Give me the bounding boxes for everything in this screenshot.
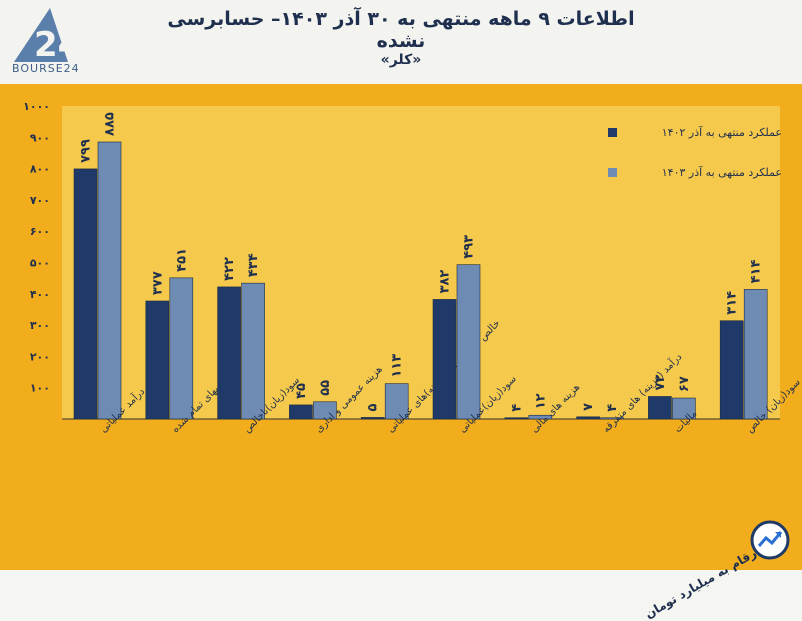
- bar-1403: [241, 282, 265, 420]
- header: 24 BOURSE24 اطلاعات ۹ ماهه منتهی به ۳۰ آ…: [0, 0, 802, 84]
- chart-panel: ۱۰۰ ۲۰۰ ۳۰۰ ۴۰۰ ۵۰۰ ۶۰۰ ۷۰۰ ۸۰۰ ۹۰۰ ۱۰۰۰ ۷۹۹ ۸۸۵ درآ…: [0, 84, 802, 621]
- y-tick-label: ۱۰۰: [30, 382, 50, 395]
- data-label: ۷۲: [653, 375, 668, 391]
- bar-1403: [384, 383, 409, 420]
- y-tick-label: ۷۰۰: [30, 194, 50, 207]
- bar-1403: [743, 289, 768, 420]
- data-label: ۴۱۴: [749, 260, 764, 284]
- data-label: ۶۷: [677, 376, 692, 392]
- bar-1402: [432, 299, 457, 420]
- bourse24-logo: 24: [14, 8, 81, 65]
- bar-1403: [169, 277, 194, 420]
- bar-1402: [360, 417, 385, 420]
- bar-1402: [289, 404, 313, 420]
- y-tick-label: ۶۰۰: [30, 225, 50, 238]
- legend-label: عملکرد منتهی به آذر ۱۴۰۳: [662, 165, 782, 179]
- bar-1403: [313, 401, 337, 420]
- y-tick-label: ۸۰۰: [30, 163, 50, 176]
- bar-1402: [648, 396, 672, 420]
- bar-1402: [719, 320, 744, 420]
- bar-1403: [600, 417, 624, 420]
- page-subtitle: «کلر»: [380, 52, 422, 68]
- data-label: ۱۲: [533, 393, 548, 409]
- data-label: ۴۳۴: [246, 253, 261, 277]
- bar-1403: [97, 141, 122, 420]
- y-tick-label: ۵۰۰: [30, 257, 50, 270]
- page-title: اطلاعات ۹ ماهه منتهی به ۳۰ آذر ۱۴۰۳– حسا…: [167, 8, 635, 52]
- bar-1402: [145, 300, 170, 420]
- y-tick-label: ۹۰۰: [30, 131, 50, 144]
- y-tick-label: ۴۰۰: [30, 288, 50, 301]
- data-label: ۱۱۳: [390, 354, 405, 378]
- data-label: ۵۵: [318, 380, 333, 396]
- data-label: ۳۱۴: [725, 291, 740, 315]
- data-label: ۴۲۲: [222, 257, 237, 281]
- bar-1403: [672, 397, 696, 420]
- data-label: ۷۹۹: [79, 139, 94, 163]
- y-tick-label: ۲۰۰: [30, 350, 50, 363]
- data-label: ۳۷۷: [150, 271, 165, 295]
- data-label: ۴۵: [294, 383, 309, 399]
- legend-swatch: [608, 128, 617, 137]
- data-label: ۵: [366, 403, 381, 411]
- bar-1403: [528, 414, 553, 420]
- y-tick-label: ۳۰۰: [30, 319, 50, 332]
- data-label: ۴: [509, 404, 524, 412]
- bar-1402: [73, 168, 98, 420]
- data-label: ۷: [581, 403, 596, 411]
- legend-label: عملکرد منتهی به آذر ۱۴۰۲: [662, 125, 782, 139]
- data-label: ۴۹۳: [462, 235, 477, 259]
- bar-1402: [217, 286, 241, 420]
- data-label: ۳۸۲: [438, 270, 453, 294]
- legend-swatch: [608, 168, 617, 177]
- bar-chart: ۱۰۰۲۰۰۳۰۰۴۰۰۵۰۰۶۰۰۷۰۰۸۰۰۹۰۰۱۰۰۰۷۹۹۸۸۵درآ…: [23, 100, 802, 435]
- bar-1402: [576, 416, 600, 420]
- data-label: ۸۸۵: [103, 112, 118, 136]
- trend-badge-icon: [750, 520, 790, 560]
- logo-text: BOURSE24: [12, 62, 80, 75]
- bar-1403: [456, 264, 481, 420]
- logo-mark: 24: [34, 25, 81, 65]
- bar-1402: [504, 417, 529, 420]
- data-label: ۴۵۱: [174, 248, 189, 272]
- data-label: ۴: [605, 404, 620, 412]
- y-tick-label: ۱۰۰۰: [23, 100, 50, 113]
